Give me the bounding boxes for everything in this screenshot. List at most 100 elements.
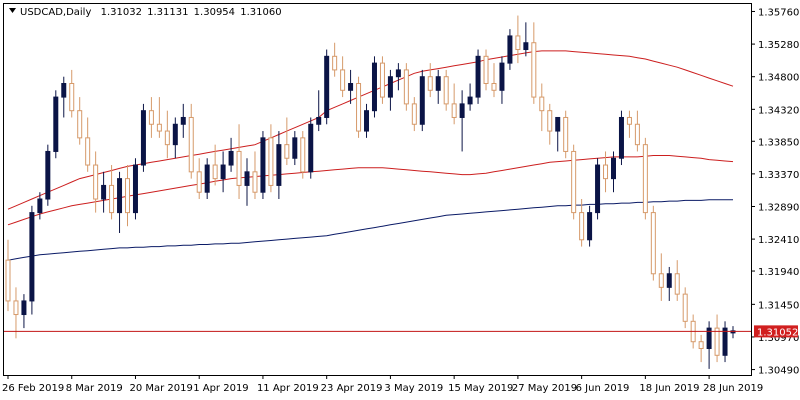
candle-body-up bbox=[324, 55, 330, 118]
candle bbox=[547, 103, 553, 145]
x-tick-label: 11 Apr 2019 bbox=[257, 383, 319, 394]
candle-body-down bbox=[674, 273, 680, 295]
candle-body-up bbox=[475, 55, 481, 98]
candle bbox=[658, 253, 664, 301]
candle bbox=[220, 151, 226, 193]
candle bbox=[483, 49, 489, 91]
candle-body-down bbox=[284, 144, 290, 159]
candle-body-down bbox=[356, 83, 362, 132]
candle-body-down bbox=[164, 130, 170, 146]
ma-fast-line bbox=[7, 50, 734, 210]
candle bbox=[204, 158, 210, 200]
y-tick-label: 1.31940 bbox=[758, 267, 799, 278]
candle-body-down bbox=[93, 164, 99, 200]
candle bbox=[618, 110, 624, 166]
collapse-triangle-icon[interactable] bbox=[9, 8, 16, 13]
candle-body-up bbox=[220, 164, 226, 180]
candle-body-down bbox=[571, 150, 577, 214]
candle-body-up bbox=[555, 116, 561, 132]
candle-body-down bbox=[563, 116, 569, 152]
candle-body-up bbox=[587, 212, 593, 241]
candle-body-down bbox=[268, 137, 274, 186]
candle bbox=[356, 76, 362, 138]
candle-body-down bbox=[650, 212, 656, 275]
candle bbox=[451, 83, 457, 125]
candle-body-down bbox=[443, 76, 449, 105]
candle bbox=[5, 239, 11, 312]
candle bbox=[196, 158, 202, 200]
candle-body-up bbox=[706, 327, 712, 350]
candle bbox=[61, 76, 67, 118]
candle bbox=[427, 63, 433, 98]
candle bbox=[379, 56, 385, 104]
candle bbox=[300, 131, 306, 179]
time-axis[interactable]: 26 Feb 2019 8 Mar 2019 20 Mar 2019 1 Apr 20… bbox=[2, 375, 763, 394]
candle bbox=[308, 117, 314, 179]
candle bbox=[156, 97, 162, 138]
candle bbox=[387, 69, 393, 111]
symbol-label: USDCAD bbox=[20, 7, 63, 18]
candle bbox=[21, 294, 27, 329]
candle-body-down bbox=[77, 110, 83, 139]
x-tick-label: 26 Feb 2019 bbox=[2, 383, 64, 394]
candle bbox=[364, 103, 370, 138]
candle-body-down bbox=[196, 171, 202, 193]
y-tick-label: 1.34800 bbox=[758, 73, 799, 84]
candle-body-up bbox=[204, 164, 210, 193]
candle-body-down bbox=[156, 123, 162, 132]
x-tick-label: 3 May 2019 bbox=[384, 383, 443, 394]
price-axis[interactable]: 1.35760 1.35280 1.34800 1.34320 1.33850 1.333… bbox=[751, 7, 799, 377]
candle bbox=[443, 69, 449, 111]
candle bbox=[188, 103, 194, 179]
candle bbox=[666, 266, 672, 301]
candle bbox=[595, 158, 601, 220]
candle bbox=[117, 171, 123, 233]
y-tick-label: 1.32890 bbox=[758, 202, 799, 213]
candle-body-down bbox=[483, 55, 489, 85]
candle bbox=[140, 103, 146, 172]
candle bbox=[172, 117, 178, 159]
candle bbox=[411, 97, 417, 132]
candle bbox=[93, 151, 99, 213]
candle bbox=[722, 321, 728, 363]
candle bbox=[260, 131, 266, 200]
candle-body-up bbox=[523, 42, 529, 51]
candle bbox=[459, 90, 465, 152]
candle bbox=[419, 69, 425, 132]
candle bbox=[284, 117, 290, 166]
candle-body-up bbox=[180, 116, 186, 125]
x-tick-label: 23 Apr 2019 bbox=[321, 383, 383, 394]
candle bbox=[435, 69, 441, 104]
candle-body-down bbox=[188, 116, 194, 173]
candle bbox=[682, 287, 688, 329]
candle-body-up bbox=[29, 212, 35, 302]
candle bbox=[395, 63, 401, 91]
candle-body-down bbox=[379, 62, 385, 98]
candle-body-up bbox=[132, 164, 138, 214]
y-tick-label: 1.35760 bbox=[758, 7, 799, 18]
plot-frame bbox=[3, 3, 752, 376]
candle bbox=[610, 151, 616, 193]
candle bbox=[714, 314, 720, 363]
ma-slow-line bbox=[7, 199, 733, 261]
candle bbox=[563, 110, 569, 159]
candle bbox=[371, 56, 377, 118]
candle-body-up bbox=[308, 123, 314, 173]
candle bbox=[491, 63, 497, 98]
candle-body-down bbox=[69, 83, 75, 112]
candle bbox=[324, 49, 330, 125]
candle bbox=[164, 110, 170, 159]
candle bbox=[634, 110, 640, 152]
svg-text:USDCAD,Daily 1.31032: USDCAD,Daily 1.31032 1.31131 1.30954 1.3… bbox=[20, 7, 282, 18]
candle bbox=[467, 83, 473, 111]
candle-body-down bbox=[85, 137, 91, 166]
candle-body-down bbox=[626, 116, 632, 125]
candle-body-down bbox=[634, 123, 640, 146]
candle bbox=[180, 103, 186, 138]
candle bbox=[340, 56, 346, 98]
close-value: 1.31060 bbox=[240, 7, 281, 18]
candle-body-up bbox=[228, 150, 234, 166]
candle bbox=[507, 29, 513, 70]
candle-body-up bbox=[172, 123, 178, 146]
